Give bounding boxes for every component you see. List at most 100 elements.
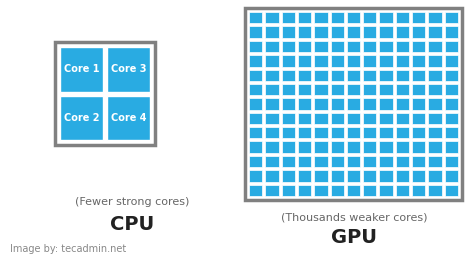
Bar — [314, 113, 328, 124]
Text: Core 1: Core 1 — [64, 64, 99, 74]
Bar — [265, 170, 279, 182]
Bar — [314, 185, 328, 196]
Bar — [347, 185, 360, 196]
Bar — [428, 185, 442, 196]
Bar — [265, 185, 279, 196]
Bar — [445, 113, 458, 124]
Bar — [55, 42, 155, 145]
Bar — [282, 113, 295, 124]
Bar — [298, 41, 311, 52]
Bar — [363, 12, 376, 23]
Bar — [445, 98, 458, 110]
Bar — [445, 84, 458, 95]
Bar — [314, 12, 328, 23]
Bar — [298, 156, 311, 167]
Bar — [314, 70, 328, 81]
Bar — [60, 96, 103, 140]
Bar — [330, 156, 344, 167]
Bar — [412, 141, 425, 153]
Bar — [298, 26, 311, 38]
Bar — [265, 127, 279, 138]
Bar — [363, 156, 376, 167]
Bar — [347, 127, 360, 138]
Bar — [265, 70, 279, 81]
Bar — [380, 170, 393, 182]
Bar — [265, 98, 279, 110]
Bar — [245, 8, 462, 200]
Bar — [380, 156, 393, 167]
Bar — [445, 156, 458, 167]
Bar — [428, 113, 442, 124]
Bar — [363, 26, 376, 38]
Bar — [380, 84, 393, 95]
Bar — [347, 141, 360, 153]
Bar — [396, 70, 409, 81]
Bar — [298, 70, 311, 81]
Bar — [330, 185, 344, 196]
Bar — [107, 96, 150, 140]
Bar — [265, 84, 279, 95]
Bar — [412, 127, 425, 138]
Bar — [282, 141, 295, 153]
Bar — [249, 113, 262, 124]
Bar — [428, 98, 442, 110]
Bar — [249, 70, 262, 81]
Bar — [298, 170, 311, 182]
Bar — [347, 84, 360, 95]
Bar — [396, 98, 409, 110]
Bar — [314, 26, 328, 38]
Bar — [363, 113, 376, 124]
Bar — [265, 113, 279, 124]
Bar — [428, 141, 442, 153]
Bar — [330, 26, 344, 38]
Bar — [249, 26, 262, 38]
Bar — [396, 141, 409, 153]
Bar — [347, 113, 360, 124]
Bar — [249, 55, 262, 67]
Bar — [363, 70, 376, 81]
Bar — [298, 98, 311, 110]
Bar — [265, 156, 279, 167]
Bar — [363, 41, 376, 52]
Bar — [363, 141, 376, 153]
Bar — [412, 12, 425, 23]
Bar — [445, 26, 458, 38]
Bar — [380, 185, 393, 196]
Bar — [412, 55, 425, 67]
Bar — [445, 70, 458, 81]
Bar — [282, 12, 295, 23]
Bar — [282, 170, 295, 182]
Bar — [249, 12, 262, 23]
Bar — [396, 84, 409, 95]
Bar — [428, 156, 442, 167]
Bar — [298, 141, 311, 153]
Bar — [396, 113, 409, 124]
Bar — [265, 12, 279, 23]
Bar — [412, 41, 425, 52]
Bar — [347, 98, 360, 110]
Bar — [330, 113, 344, 124]
Bar — [265, 141, 279, 153]
Bar — [380, 113, 393, 124]
Bar — [428, 41, 442, 52]
Bar — [347, 41, 360, 52]
Bar — [282, 127, 295, 138]
Bar — [412, 98, 425, 110]
Bar — [380, 12, 393, 23]
Bar — [298, 127, 311, 138]
Bar — [330, 70, 344, 81]
Text: Core 4: Core 4 — [111, 113, 146, 123]
Bar — [330, 84, 344, 95]
Bar — [396, 185, 409, 196]
Bar — [412, 84, 425, 95]
Bar — [428, 12, 442, 23]
Bar — [314, 170, 328, 182]
Bar — [298, 113, 311, 124]
Bar — [249, 141, 262, 153]
Bar — [314, 127, 328, 138]
Text: CPU: CPU — [110, 215, 154, 234]
Bar — [282, 41, 295, 52]
Bar — [445, 41, 458, 52]
Bar — [380, 41, 393, 52]
Bar — [249, 41, 262, 52]
